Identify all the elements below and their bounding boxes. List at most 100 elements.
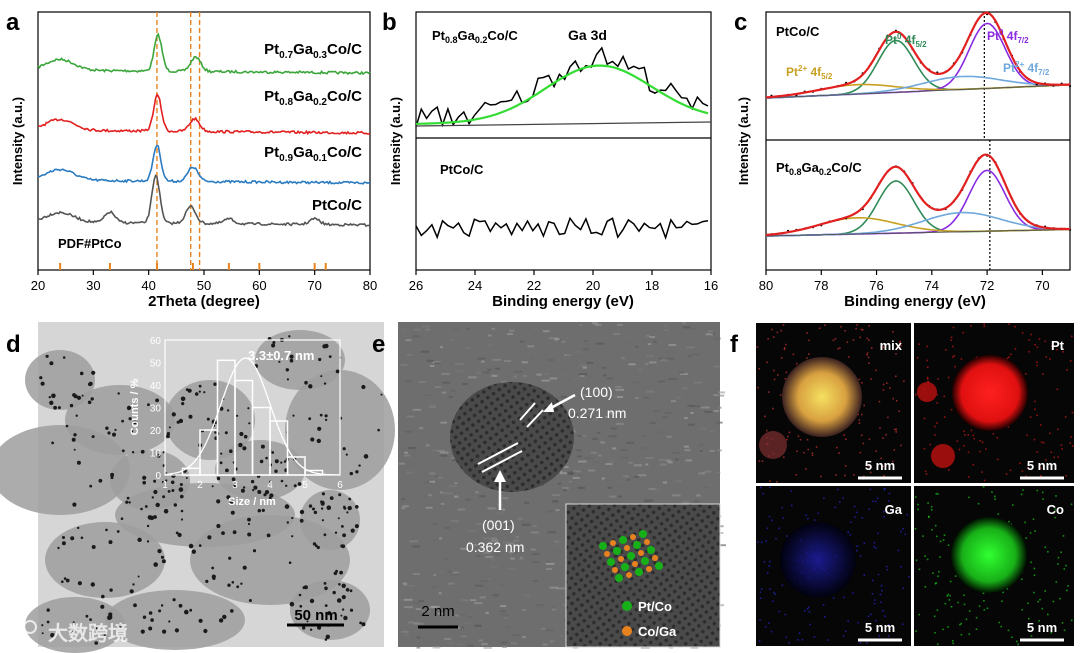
- nanoparticle-dot: [91, 545, 96, 549]
- eds-speckle-dot: [859, 451, 862, 454]
- texture-grain: [698, 472, 705, 475]
- texture-grain: [565, 354, 572, 356]
- texture-grain: [460, 547, 467, 550]
- nanoparticle-dot: [133, 420, 137, 425]
- eds-speckle-dot: [935, 492, 938, 495]
- texture-grain: [411, 545, 420, 548]
- texture-grain: [578, 364, 587, 367]
- nanoparticle-dot: [317, 426, 322, 431]
- texture-grain: [453, 571, 459, 574]
- nanoparticle-dot: [333, 571, 338, 576]
- eds-speckle-dot: [954, 575, 957, 577]
- texture-grain: [454, 614, 459, 617]
- nanoparticle-dot: [165, 479, 168, 482]
- texture-grain: [441, 391, 447, 394]
- eds-speckle-dot: [1042, 373, 1044, 375]
- eds-speckle-dot: [790, 504, 793, 507]
- nanoparticle-dot: [247, 517, 251, 522]
- texture-grain: [439, 571, 445, 574]
- nanoparticle-dot: [308, 504, 313, 508]
- nanoparticle-dot: [166, 432, 170, 436]
- texture-grain: [478, 639, 484, 642]
- eds-speckle-dot: [1060, 444, 1063, 446]
- eds-speckle-dot: [766, 572, 769, 574]
- nanoparticle-dot: [76, 395, 82, 400]
- texture-grain: [623, 475, 630, 478]
- nanoparticle-dot: [168, 426, 171, 429]
- nanoparticle-dot: [274, 459, 279, 464]
- eds-speckle-dot: [1014, 348, 1017, 350]
- texture-grain: [426, 359, 434, 362]
- eds-speckle-dot: [942, 539, 945, 541]
- nanoparticle-dot: [293, 484, 297, 488]
- eds-speckle-dot: [1047, 613, 1049, 616]
- texture-grain: [491, 374, 498, 377]
- nanoparticle-dot: [181, 402, 185, 406]
- nanoparticle-dot: [346, 511, 349, 514]
- texture-grain: [503, 617, 509, 619]
- texture-grain: [619, 449, 628, 452]
- eds-speckle-dot: [776, 481, 778, 483]
- eds-speckle-dot: [960, 633, 963, 636]
- eds-speckle-dot: [866, 337, 869, 340]
- xps-envelope: [765, 11, 1071, 99]
- eds-speckle-dot: [815, 446, 818, 448]
- nanoparticle-dot: [284, 504, 290, 509]
- texture-grain: [438, 513, 444, 516]
- texture-grain: [462, 383, 468, 385]
- texture-grain: [648, 488, 657, 490]
- nanoparticle-dot: [45, 354, 49, 358]
- panel-c-bottom-label: Pt0.8Ga0.2Co/C: [776, 160, 862, 177]
- eds-speckle-dot: [885, 565, 888, 568]
- nanoparticle-dot: [207, 535, 212, 540]
- eds-speckle-dot: [945, 349, 947, 351]
- eds-speckle-dot: [867, 615, 870, 618]
- texture-grain: [419, 573, 425, 576]
- texture-grain: [437, 449, 445, 452]
- eds-speckle-dot: [937, 575, 939, 577]
- nanoparticle-dot: [252, 489, 255, 492]
- structure-inset: [565, 503, 721, 648]
- nanoparticle-dot: [323, 382, 327, 385]
- eds-speckle-dot: [1045, 356, 1048, 358]
- texture-grain: [456, 643, 464, 646]
- eds-speckle-dot: [902, 528, 904, 530]
- texture-grain: [713, 365, 720, 368]
- texture-grain: [588, 469, 596, 472]
- eds-speckle-dot: [878, 634, 880, 637]
- nanoparticle-dot: [117, 392, 120, 395]
- texture-grain: [510, 642, 517, 645]
- texture-grain: [467, 616, 473, 618]
- eds-speckle-dot: [820, 475, 822, 478]
- eds-speckle-dot: [897, 549, 900, 552]
- eds-speckle-dot: [832, 597, 835, 599]
- eds-speckle-dot: [858, 419, 861, 421]
- panel-b-top-label: Pt0.8Ga0.2Co/C: [432, 28, 518, 45]
- eds-speckle-dot: [1056, 388, 1059, 391]
- atom-pt-co: [639, 530, 647, 538]
- eds-speckle-dot: [838, 452, 840, 454]
- nanoparticle-dot: [112, 432, 116, 437]
- nanoparticle-dot: [61, 580, 64, 583]
- eds-speckle-dot: [1028, 339, 1031, 341]
- texture-grain: [407, 584, 415, 587]
- texture-grain: [530, 548, 536, 551]
- texture-grain: [429, 404, 436, 407]
- eds-speckle-dot: [952, 356, 954, 358]
- eds-speckle-dot: [992, 433, 995, 435]
- panel-label-c: c: [734, 9, 747, 36]
- texture-grain: [633, 476, 640, 478]
- texture-grain: [608, 394, 614, 397]
- texture-grain: [715, 421, 723, 424]
- texture-grain: [659, 359, 669, 362]
- nanoparticle-dot: [280, 461, 283, 464]
- x-tick-label: 30: [86, 278, 100, 293]
- nanoparticle-dot: [76, 460, 81, 465]
- eds-speckle-dot: [882, 346, 885, 349]
- texture-grain: [481, 561, 487, 564]
- eds-speckle-dot: [967, 451, 970, 454]
- hist-y-tick-label: 30: [150, 404, 162, 415]
- texture-grain: [491, 542, 499, 545]
- texture-grain: [568, 480, 572, 483]
- eds-speckle-dot: [1063, 568, 1066, 570]
